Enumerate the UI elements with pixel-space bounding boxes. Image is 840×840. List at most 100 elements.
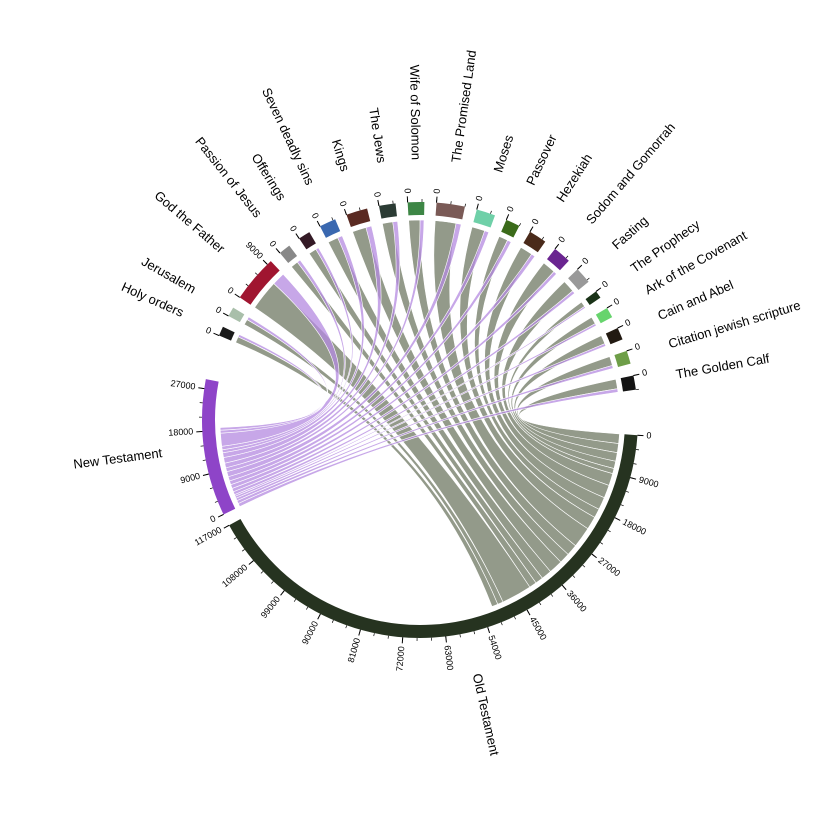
minor-tick-new-testament xyxy=(209,487,213,490)
label-kings: Kings xyxy=(329,138,353,174)
tick-label-god-the-father: 0 xyxy=(226,285,236,296)
label-god-the-father: God the Father xyxy=(152,188,229,257)
label-moses: Moses xyxy=(491,133,517,175)
minor-tick-old-testament xyxy=(241,549,245,552)
minor-tick-old-testament xyxy=(459,634,461,638)
major-tick-new-testament xyxy=(202,473,209,477)
arc-hezekiah xyxy=(523,231,546,253)
major-tick-old-testament xyxy=(614,517,621,521)
major-tick-cain-and-abel xyxy=(617,325,624,329)
major-tick-passion-of-jesus xyxy=(275,248,281,254)
label-passion-of-jesus: Passion of Jesus xyxy=(192,134,265,221)
major-tick-the-jews xyxy=(377,199,380,206)
label-sodom-and-gomorrah: Sodom and Gomorrah xyxy=(583,120,678,227)
minor-tick-the-promised-land xyxy=(464,203,466,207)
arc-seven-deadly-sins xyxy=(319,219,341,238)
arc-fasting xyxy=(568,269,589,291)
minor-tick-old-testament xyxy=(500,622,503,626)
tick-label-old-testament: 18000 xyxy=(621,517,648,537)
minor-tick-old-testament xyxy=(293,598,297,602)
arc-gap-holy-orders xyxy=(231,332,240,343)
arc-gap-the-golden-calf xyxy=(615,378,624,393)
tick-label-passover: 0 xyxy=(505,205,516,214)
label-the-golden-calf: The Golden Calf xyxy=(675,351,771,382)
minor-tick-fasting xyxy=(586,277,590,281)
major-tick-jerusalem xyxy=(222,312,229,317)
arc-gap-hezekiah xyxy=(520,243,538,257)
tick-label-old-testament: 36000 xyxy=(565,588,589,613)
minor-tick-moses xyxy=(490,210,492,214)
major-tick-the-prophecy xyxy=(595,287,602,292)
arc-gap-offerings xyxy=(306,243,319,254)
major-tick-old-testament xyxy=(358,629,361,636)
major-tick-passover xyxy=(505,214,510,221)
major-tick-sodom-and-gomorrah xyxy=(554,243,560,250)
tick-label-old-testament: 117000 xyxy=(193,525,224,548)
minor-tick-passover xyxy=(518,223,521,227)
major-tick-old-testament xyxy=(487,627,491,634)
arc-gap-seven-deadly-sins xyxy=(325,231,343,243)
label-the-jews: The Jews xyxy=(366,107,389,165)
tick-label-old-testament: 81000 xyxy=(346,637,362,664)
arc-gap-moses xyxy=(472,222,491,233)
chord-old-testament-passion-of-jesus xyxy=(291,261,537,588)
major-tick-holy-orders xyxy=(213,332,220,336)
arc-gap-sodom-and-gomorrah xyxy=(543,259,560,274)
arc-the-jews xyxy=(378,203,397,219)
minor-tick-old-testament xyxy=(572,575,576,578)
tick-label-holy-orders: 0 xyxy=(204,325,212,336)
minor-tick-new-testament xyxy=(214,500,218,503)
tick-label-moses: 0 xyxy=(474,195,485,202)
minor-tick-old-testament xyxy=(514,616,516,620)
minor-tick-old-testament xyxy=(271,581,274,584)
major-tick-old-testament xyxy=(317,613,321,620)
tick-label-old-testament: 0 xyxy=(646,430,652,440)
tick-label-new-testament: 0 xyxy=(208,513,217,524)
tick-label-fasting: 0 xyxy=(580,256,591,267)
major-tick-seven-deadly-sins xyxy=(316,220,321,227)
minor-tick-old-testament xyxy=(620,504,624,507)
major-tick-fasting xyxy=(577,264,583,270)
tick-label-old-testament: 45000 xyxy=(528,615,549,642)
tick-label-old-testament: 54000 xyxy=(486,634,503,661)
tick-label-new-testament: 27000 xyxy=(170,378,196,392)
tick-label-ark-of-the-covenant: 0 xyxy=(612,296,621,307)
arc-the-prophecy xyxy=(585,291,601,305)
major-tick-old-testament xyxy=(280,590,285,596)
arc-passion-of-jesus xyxy=(279,245,298,263)
minor-tick-old-testament xyxy=(306,606,309,610)
major-tick-old-testament xyxy=(591,553,597,559)
arc-wife-of-solomon xyxy=(407,201,425,216)
tick-label-old-testament: 9000 xyxy=(638,475,660,490)
major-tick-old-testament xyxy=(445,636,447,643)
arc-god-the-father xyxy=(239,261,280,305)
arc-gap-the-jews xyxy=(381,216,398,224)
major-tick-hezekiah xyxy=(529,226,534,233)
major-tick-old-testament xyxy=(561,584,567,591)
arc-ark-of-the-covenant xyxy=(595,307,613,324)
tick-label-the-golden-calf: 0 xyxy=(641,367,648,378)
tick-label-the-prophecy: 0 xyxy=(600,279,610,290)
major-tick-old-testament xyxy=(630,477,637,480)
minor-tick-old-testament xyxy=(260,571,264,574)
arc-cain-and-abel xyxy=(605,327,623,345)
label-the-promised-land: The Promised Land xyxy=(448,49,479,163)
chord-old-testament-holy-orders xyxy=(235,336,499,607)
arc-gap-the-prophecy xyxy=(581,299,590,308)
tick-label-old-testament: 63000 xyxy=(442,645,455,671)
tick-label-old-testament: 27000 xyxy=(596,555,622,578)
minor-tick-kings xyxy=(358,207,361,211)
minor-tick-god-the-father xyxy=(254,272,258,276)
arc-gap-cain-and-abel xyxy=(601,333,611,347)
label-hezekiah: Hezekiah xyxy=(553,151,595,205)
tick-label-old-testament: 99000 xyxy=(259,594,282,620)
major-tick-god-the-father xyxy=(234,293,241,298)
major-tick-new-testament xyxy=(198,387,205,390)
tick-label-new-testament: 9000 xyxy=(179,471,201,486)
arcs-layer xyxy=(201,201,638,638)
arc-the-promised-land xyxy=(435,202,465,220)
tick-label-kings: 0 xyxy=(338,200,349,208)
tick-label-the-jews: 0 xyxy=(372,191,383,198)
major-tick-the-golden-calf xyxy=(633,373,640,377)
